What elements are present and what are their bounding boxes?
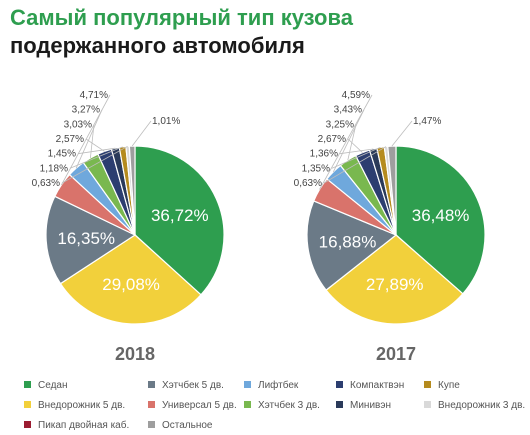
pie-slice-Внедорожник 5 дв. [59,234,202,325]
legend-swatch [148,381,155,388]
legend-label: Остальное [162,420,213,431]
pie-slice-Хэтчбек 5 дв. [306,200,398,291]
legend-item: Хэтчбек 5 дв. [148,380,224,392]
legend-swatch [424,381,431,388]
slice-value-label: 2,67% [318,134,346,145]
legend-label: Хэтчбек 5 дв. [162,380,224,391]
slice-value-label: 4,71% [80,90,108,101]
legend-item: Седан [24,380,67,392]
legend-item: Минивэн [336,400,391,412]
leader-line [77,147,116,155]
legend-item: Купе [424,380,460,392]
legend-label: Хэтчбек 3 дв. [258,400,320,411]
legend-swatch [24,401,31,408]
slice-value-label: 36,72% [151,206,209,225]
pie-slice-Остальное [387,145,397,236]
legend-item: Компактвэн [336,380,404,392]
chart-year-label: 2017 [376,344,416,364]
slice-value-label: 3,25% [326,119,354,130]
leader-line [85,138,105,152]
slice-value-label: 1,35% [302,163,330,174]
pie-slice-Седан [134,145,225,296]
slice-value-label: 1,18% [40,163,68,174]
leader-line [69,146,123,169]
leader-line [347,138,363,153]
legend-swatch [148,401,155,408]
slice-value-label: 16,35% [57,229,115,248]
slice-value-label: 36,48% [412,206,470,225]
legend-swatch [336,401,343,408]
slice-value-label: 1,45% [48,149,76,160]
leader-line [61,145,128,184]
legend-label: Компактвэн [350,380,405,391]
leader-line [131,120,152,147]
slice-value-label: 27,89% [366,275,424,294]
pie-2018: 36,72% 29,08% 16,35% 0,63% 1,18% 1,45% 2,57% 3,… [32,90,225,364]
legend-label: Внедорожник 5 дв. [38,400,126,411]
legend-item: Хэтчбек 3 дв. [244,400,320,412]
slice-value-label: 3,27% [72,105,100,116]
legend-swatch [424,401,431,408]
slice-value-label: 0,63% [294,178,322,189]
pie-charts: 36,72% 29,08% 16,35% 0,63% 1,18% 1,45% 2,57% 3,… [32,90,486,364]
legend-item: Универсал 5 дв. [148,400,237,412]
legend-item: Внедорожник 3 дв. [424,400,525,412]
leader-line [75,109,103,169]
chart-title-block: Самый популярный тип кузова подержанного… [10,4,353,60]
leader-line [319,94,373,190]
leader-line [332,109,365,173]
legend-label: Купе [438,380,460,391]
leader-line [347,124,357,161]
pie-slice-Внедорожник 5 дв. [325,234,464,325]
legend-swatch [24,381,31,388]
pie-slice-Остальное [128,145,136,236]
leader-line [391,120,413,147]
legend-label: Универсал 5 дв. [162,400,237,411]
slice-value-label: 1,47% [413,116,441,127]
legend-swatch [244,381,251,388]
legend-swatch [336,381,343,388]
legend-label: Пикап двойная каб. [38,420,130,431]
legend-item: Остальное [148,420,213,432]
title-line-2: подержанного автомобиля [10,33,305,58]
pie-2017: 36,48% 27,89% 16,88% 0,63% 1,35% 1,36% 2,67% 3,… [294,90,486,364]
title-line-1: Самый популярный тип кузова [10,5,353,30]
legend-label: Внедорожник 3 дв. [438,400,526,411]
slice-value-label: 4,59% [342,90,370,101]
legend-label: Седан [38,380,68,391]
leader-line [323,146,387,184]
legend-item: Лифтбек [244,380,298,392]
legend-swatch [24,421,31,428]
legend-swatch [148,421,155,428]
pie-slice-Седан [395,145,486,295]
legend-item: Пикап двойная каб. [24,420,129,432]
legend-label: Минивэн [350,400,391,411]
slice-value-label: 1,01% [152,116,180,127]
slice-value-label: 29,08% [102,275,160,294]
leader-line [61,94,111,186]
pie-slice-Хэтчбек 5 дв. [45,195,137,285]
slice-value-label: 3,03% [64,119,92,130]
legend-swatch [244,401,251,408]
leader-line [339,148,374,155]
legend-item: Внедорожник 5 дв. [24,400,125,412]
legend-label: Лифтбек [258,380,299,391]
slice-value-label: 2,57% [56,134,84,145]
slice-value-label: 1,36% [310,149,338,160]
leader-line [331,146,381,169]
chart-year-label: 2018 [115,344,155,364]
slice-value-label: 0,63% [32,178,60,189]
slice-value-label: 3,43% [334,105,362,116]
slice-value-label: 16,88% [319,233,377,252]
